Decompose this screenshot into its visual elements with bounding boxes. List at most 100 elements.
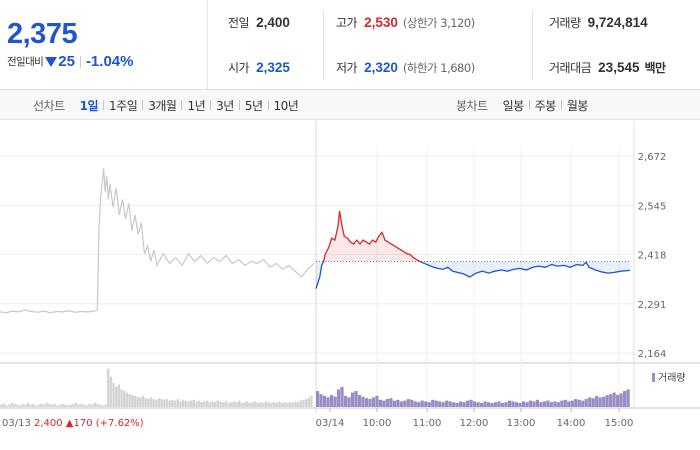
volume-bar-prev xyxy=(160,399,163,407)
volume-bar-prev xyxy=(21,403,24,407)
volume-bar-prev xyxy=(32,403,35,407)
volume-bar-today xyxy=(417,402,421,407)
volume-bar-today xyxy=(343,395,348,407)
volume-bar-today xyxy=(399,401,403,407)
volume-bar-today xyxy=(574,399,578,407)
volume-bar-prev xyxy=(42,404,46,407)
volume-bar-prev xyxy=(246,401,249,407)
volume-bar-prev xyxy=(208,402,212,407)
volume-bar-prev xyxy=(58,404,62,407)
volume-bar-today xyxy=(424,401,428,407)
volume-bar-prev xyxy=(147,399,150,407)
tab-5year[interactable]: 5년 xyxy=(244,98,263,113)
volume-bar-prev xyxy=(109,376,113,407)
volume-bar-today xyxy=(459,401,463,407)
volume-bar-today xyxy=(431,399,435,407)
volume-bar-prev xyxy=(173,400,177,407)
volume-bar-prev xyxy=(299,400,302,407)
prev-day-close: 2,400 ▲170 (+7.62%) xyxy=(34,418,144,429)
volume-bar-prev xyxy=(163,399,166,407)
volume-bar-today xyxy=(598,397,602,407)
volume-bar-prev xyxy=(123,391,126,407)
volume-bar-prev xyxy=(24,404,27,407)
change-divider xyxy=(79,55,81,68)
tab-10year[interactable]: 10년 xyxy=(273,98,299,113)
volume-bar-today xyxy=(535,399,539,407)
volume-bar-today xyxy=(378,399,382,407)
stat-value: 2,325 xyxy=(256,60,290,75)
volume-bar-prev xyxy=(115,387,118,407)
volume-bar-prev xyxy=(227,403,230,407)
volume-bar-today xyxy=(389,398,393,407)
x-tick-label: 15:00 xyxy=(605,418,634,429)
volume-bar-prev xyxy=(176,399,179,407)
tab-daily-candle[interactable]: 일봉 xyxy=(502,98,525,113)
tab-1year[interactable]: 1년 xyxy=(187,98,206,113)
volume-bar-prev xyxy=(128,394,131,407)
tab-divider xyxy=(181,100,183,110)
volume-bar-prev xyxy=(88,403,91,407)
stat-label: 거래대금 xyxy=(549,61,592,75)
volume-bar-today xyxy=(466,400,470,407)
lower-limit-note: (하한가 1,680) xyxy=(402,61,475,75)
tab-3month[interactable]: 3개월 xyxy=(148,98,177,113)
volume-bar-today xyxy=(521,401,526,407)
volume-bar-today xyxy=(591,398,595,407)
tab-1week[interactable]: 1주일 xyxy=(109,98,138,113)
volume-bar-today xyxy=(316,391,320,407)
volume-bar-prev xyxy=(189,400,193,407)
tab-monthly-candle[interactable]: 월봉 xyxy=(566,98,589,113)
volume-bar-prev xyxy=(37,404,40,407)
tab-weekly-candle[interactable]: 주봉 xyxy=(534,98,557,113)
volume-bar-today xyxy=(371,397,376,407)
volume-bar-prev xyxy=(224,401,228,407)
volume-bar-prev xyxy=(155,399,158,407)
stat-label: 저가 xyxy=(336,61,358,75)
volume-bar-today xyxy=(385,399,389,407)
stat-prev-close: 전일 2,400 xyxy=(228,14,290,31)
y-tick-label: 2,291 xyxy=(638,300,667,311)
volume-bar-prev xyxy=(80,403,83,407)
volume-bar-today xyxy=(347,397,351,407)
volume-bar-prev xyxy=(291,403,294,407)
volume-bar-today xyxy=(406,399,410,407)
tab-1day[interactable]: 1일 xyxy=(79,98,99,113)
change-percent: -1.04% xyxy=(85,53,134,70)
volume-bar-prev xyxy=(74,403,78,407)
volume-bar-prev xyxy=(248,403,252,407)
volume-bar-today xyxy=(563,399,567,407)
volume-bar-today xyxy=(448,401,452,407)
volume-bar-prev xyxy=(77,404,80,407)
intraday-price-line-down xyxy=(315,261,631,289)
volume-bar-today xyxy=(420,400,424,407)
volume-bar-prev xyxy=(243,402,246,407)
volume-bar-today xyxy=(413,401,417,407)
volume-bar-prev xyxy=(85,405,88,407)
current-price: 2,375 xyxy=(7,18,78,50)
tab-3year[interactable]: 3년 xyxy=(216,98,234,113)
trade-value-unit: 백만 xyxy=(644,61,666,75)
volume-bar-prev xyxy=(283,402,286,407)
volume-bar-prev xyxy=(82,404,86,407)
volume-bar-prev xyxy=(310,395,313,407)
volume-bar-today xyxy=(514,402,519,407)
volume-bar-prev xyxy=(141,395,145,407)
stat-value: 2,400 xyxy=(256,15,290,30)
volume-bar-today xyxy=(434,400,438,407)
candle-chart-label: 봉차트 xyxy=(456,98,488,113)
volume-bar-today xyxy=(483,401,487,407)
chart-svg: 2,672 2,545 2,418 2,291 2,164 03/14 10:00 11:00… xyxy=(0,121,700,429)
volume-bar-prev xyxy=(195,401,198,407)
change-label: 전일대비 xyxy=(7,56,44,68)
volume-bar-today xyxy=(511,401,515,407)
volume-bar-today xyxy=(546,400,550,407)
volume-bar-prev xyxy=(13,403,16,407)
volume-bar-today xyxy=(602,396,606,407)
volume-bar-today xyxy=(455,403,459,407)
volume-bar-today xyxy=(469,399,473,407)
volume-bar-today xyxy=(462,402,466,407)
volume-bar-today xyxy=(322,395,327,407)
volume-bar-prev xyxy=(203,401,206,407)
volume-bar-prev xyxy=(280,403,284,407)
volume-bar-today xyxy=(570,400,574,407)
